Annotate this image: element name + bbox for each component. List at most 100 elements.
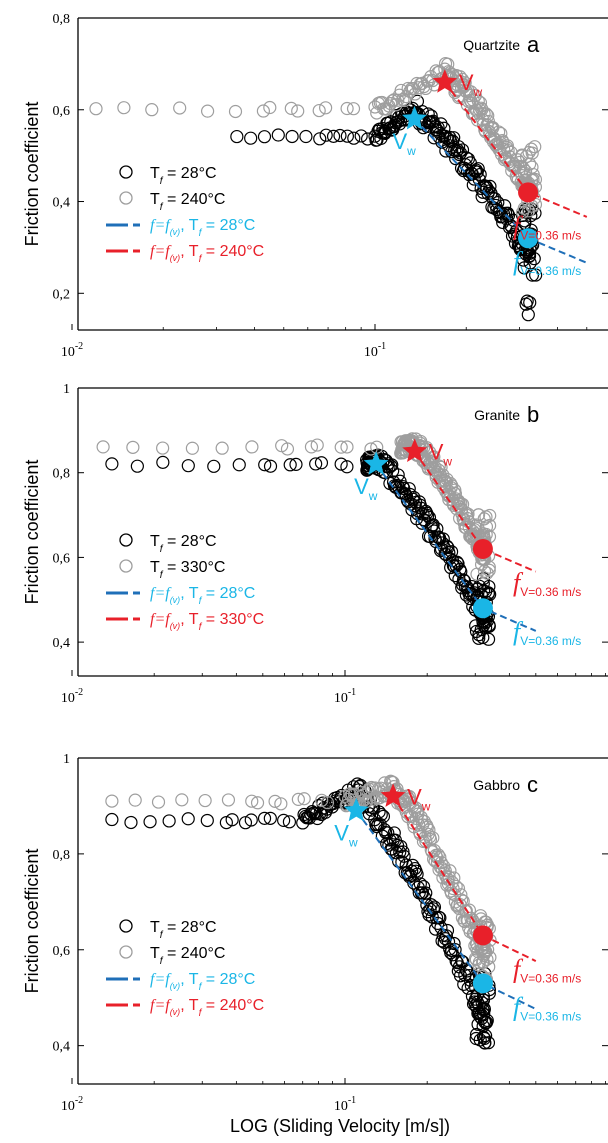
data-point — [440, 472, 454, 486]
data-point — [455, 143, 470, 157]
y-axis-label: Friction coefficient — [22, 102, 42, 247]
data-point — [476, 993, 491, 1007]
data-point — [245, 440, 259, 454]
legend-marker — [119, 945, 133, 959]
x-tick-label: 10-1 — [334, 687, 356, 706]
data-point — [464, 911, 478, 925]
legend-label: Tf = 240°C — [150, 191, 225, 213]
y-tick-label: 0,4 — [53, 636, 71, 651]
data-point — [105, 794, 119, 808]
data-point — [263, 459, 278, 473]
data-point — [461, 981, 475, 995]
data-point — [438, 864, 452, 878]
data-point — [280, 442, 295, 456]
legend-label: Tf = 28°C — [150, 533, 217, 555]
data-point — [477, 1001, 491, 1015]
data-point — [96, 440, 110, 454]
vw-label-hot: Vw — [459, 70, 483, 99]
data-point — [340, 440, 354, 454]
data-point — [396, 845, 410, 859]
series-black — [230, 94, 543, 322]
data-point — [434, 460, 448, 474]
legend-label: f=f(v), Tf = 28°C — [150, 217, 255, 239]
data-point — [448, 487, 463, 501]
y-tick-label: 0,6 — [53, 551, 71, 566]
data-point — [391, 468, 405, 482]
legend-label: f=f(v), Tf = 28°C — [150, 585, 255, 607]
data-point — [441, 540, 455, 555]
data-point — [416, 880, 431, 894]
data-point — [250, 796, 265, 810]
data-point — [145, 103, 159, 117]
data-point — [162, 814, 176, 828]
data-point — [126, 440, 140, 454]
data-point — [469, 953, 483, 967]
vw-star-hot — [432, 69, 458, 93]
data-point — [238, 816, 253, 830]
fv-label-hot: fV=0.36 m/s — [513, 954, 581, 985]
data-point — [515, 205, 530, 220]
data-point — [475, 1011, 489, 1026]
data-point — [156, 455, 170, 469]
data-point — [436, 532, 450, 546]
data-point — [151, 795, 166, 809]
data-point — [347, 131, 361, 145]
data-point — [230, 129, 244, 144]
fv-label-cold: fV=0.36 m/s — [513, 617, 581, 648]
data-point — [299, 129, 313, 144]
data-point — [481, 632, 496, 646]
data-point — [421, 107, 435, 121]
data-point — [422, 510, 437, 525]
data-point — [334, 440, 348, 454]
panel-letter: a — [527, 32, 540, 57]
data-point — [482, 518, 497, 533]
data-point — [130, 459, 144, 473]
vw-label-hot: Vw — [407, 784, 431, 813]
data-point — [181, 812, 195, 826]
data-point — [384, 97, 398, 111]
data-point — [528, 140, 542, 154]
fv-point-cold — [472, 598, 493, 619]
data-point — [285, 129, 299, 144]
data-point — [274, 797, 288, 811]
data-point — [245, 794, 259, 808]
data-point — [304, 440, 319, 454]
data-point — [374, 807, 388, 822]
data-point — [471, 162, 485, 176]
data-point — [268, 794, 282, 808]
data-point — [402, 789, 417, 804]
data-point — [523, 157, 537, 171]
data-point — [319, 101, 333, 115]
data-point — [432, 459, 446, 473]
model-curve-hot — [444, 81, 588, 218]
data-point — [461, 507, 475, 521]
data-point — [488, 192, 502, 206]
data-point — [333, 128, 347, 143]
data-point — [271, 128, 285, 142]
data-point — [483, 179, 497, 193]
y-tick-label: 1 — [63, 752, 70, 767]
panel-letter: b — [527, 402, 539, 427]
data-point — [473, 167, 487, 182]
data-point — [387, 826, 401, 840]
data-point — [456, 894, 470, 908]
legend-label: f=f(v), Tf = 240°C — [150, 243, 264, 265]
legend-marker — [119, 191, 133, 205]
data-point — [313, 132, 327, 146]
y-tick-label: 1 — [63, 382, 70, 397]
data-point — [494, 126, 508, 141]
y-axis-label: Friction coefficient — [22, 849, 42, 994]
data-point — [501, 144, 515, 158]
data-point — [451, 140, 466, 154]
vw-label-hot: Vw — [429, 440, 453, 469]
model-curve-cold — [355, 810, 537, 1010]
data-point — [215, 441, 229, 455]
rock-label: Granite — [474, 407, 520, 423]
data-point — [320, 795, 335, 810]
data-point — [310, 438, 324, 452]
y-tick-label: 0,4 — [53, 1040, 71, 1055]
legend: Tf = 28°C Tf = 240°C f=f(v), Tf = 28°C f=f(… — [106, 919, 264, 1019]
y-tick-label: 0,8 — [53, 12, 71, 27]
data-point — [491, 195, 505, 210]
